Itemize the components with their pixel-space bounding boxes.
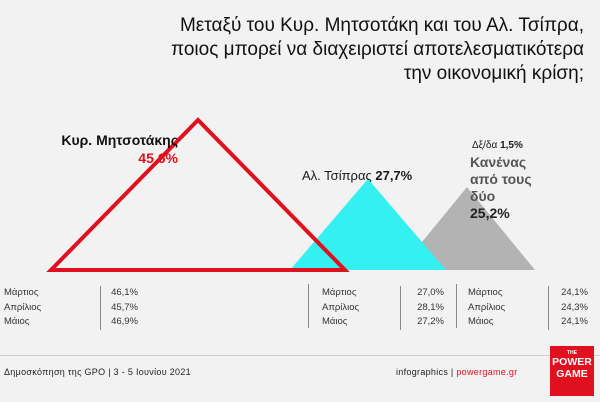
mitsotakis-name: Κυρ. Μητσοτάκης <box>61 132 178 148</box>
table-row: Απρίλιος 24,3% <box>468 301 588 316</box>
triangle-none <box>399 187 535 270</box>
credit-note: infographics | powergame.gr <box>396 367 518 377</box>
column-divider <box>456 284 457 328</box>
chart-title: Μεταξύ του Κυρ. Μητσοτάκη και του Αλ. Τσ… <box>24 14 584 86</box>
month-label: Μάιος <box>322 316 348 327</box>
logo-line-2: GAME <box>556 368 588 380</box>
month-value: 27,0% <box>417 287 444 298</box>
table-row: Απρίλιος 28,1% <box>322 301 444 316</box>
month-label: Μάρτιος <box>468 287 503 298</box>
title-line-1: Μεταξύ του Κυρ. Μητσοτάκη και του Αλ. Τσ… <box>179 15 584 36</box>
month-label: Μάιος <box>4 316 30 327</box>
month-value: 28,1% <box>417 301 444 313</box>
month-value: 45,7% <box>111 301 138 313</box>
dont-know-text: Δξ/δα <box>472 140 498 151</box>
table-separator <box>548 286 549 330</box>
logo-the: THE <box>567 350 577 356</box>
month-label: Μάιος <box>468 316 494 327</box>
tsipras-value: 27,7% <box>375 168 413 183</box>
month-label: Απρίλιος <box>322 301 360 313</box>
table-row: Μάιος 24,1% <box>468 315 588 330</box>
none-line-3: δύο <box>470 188 496 204</box>
table-separator <box>100 286 101 330</box>
series-label-mitsotakis: Κυρ. Μητσοτάκης 45,6% <box>28 132 178 166</box>
month-value: 46,9% <box>111 316 138 327</box>
table-row: Μάρτιος 46,1% <box>4 286 138 301</box>
title-line-2: ποιος μπορεί να διαχειριστεί αποτελεσματ… <box>171 39 584 60</box>
month-value: 24,3% <box>561 301 588 313</box>
triangle-mitsotakis <box>46 117 350 272</box>
month-value: 46,1% <box>111 287 138 298</box>
table-row: Απρίλιος 45,7% <box>4 301 138 316</box>
table-row: Μάιος 27,2% <box>322 315 444 330</box>
title-line-3: την οικονομική κρίση; <box>403 63 584 84</box>
month-label: Απρίλιος <box>468 301 506 313</box>
powergame-logo: THE POWER GAME <box>550 346 594 396</box>
footer-divider <box>0 355 600 356</box>
table-row: Μάρτιος 24,1% <box>468 286 588 301</box>
history-table-none: Μάρτιος 24,1% Απρίλιος 24,3% Μάιος 24,1% <box>468 286 588 330</box>
month-value: 24,1% <box>561 316 588 327</box>
triangle-tsipras <box>290 178 446 270</box>
source-note: Δημοσκόπηση της GPO | 3 - 5 Ιουνίου 2021 <box>4 367 191 377</box>
none-value: 25,2% <box>470 205 510 221</box>
month-label: Απρίλιος <box>4 301 42 313</box>
dont-know-label: Δξ/δα 1,5% <box>472 140 523 151</box>
none-line-2: από τους <box>470 171 532 187</box>
table-separator <box>400 286 401 330</box>
month-label: Μάρτιος <box>322 287 357 298</box>
dont-know-value: 1,5% <box>500 140 523 151</box>
month-label: Μάρτιος <box>4 287 39 298</box>
month-value: 27,2% <box>417 316 444 327</box>
logo-line-1: POWER <box>552 356 592 368</box>
none-line-1: Κανένας <box>470 154 527 170</box>
credit-text: infographics | <box>396 367 457 377</box>
history-table-tsipras: Μάρτιος 27,0% Απρίλιος 28,1% Μάιος 27,2% <box>322 286 444 330</box>
series-label-none: Κανένας από τους δύο 25,2% <box>470 154 550 222</box>
credit-site-link[interactable]: powergame.gr <box>456 367 518 377</box>
table-row: Μάρτιος 27,0% <box>322 286 444 301</box>
tsipras-name: Αλ. Τσίπρας <box>302 168 372 183</box>
column-divider <box>308 284 309 328</box>
month-value: 24,1% <box>561 287 588 298</box>
table-row: Μάιος 46,9% <box>4 315 138 330</box>
series-label-tsipras: Αλ. Τσίπρας 27,7% <box>302 168 412 183</box>
mitsotakis-value: 45,6% <box>138 150 178 166</box>
history-table-mitsotakis: Μάρτιος 46,1% Απρίλιος 45,7% Μάιος 46,9% <box>4 286 138 330</box>
